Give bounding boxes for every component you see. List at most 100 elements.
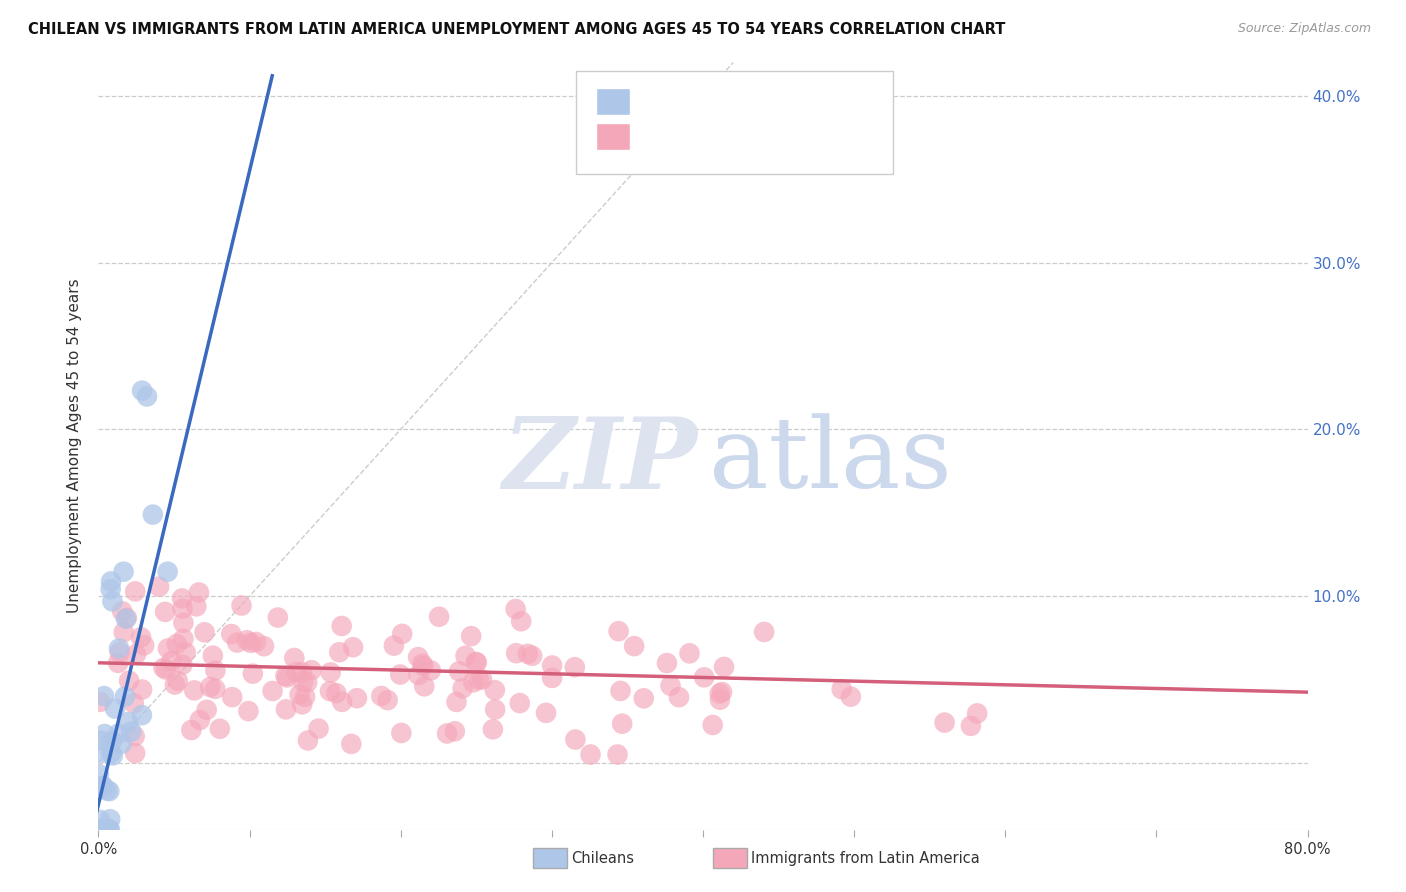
Point (541, 671, 564, 685)
Point (101, 748, 124, 763)
Point (242, 666, 264, 681)
Point (93, 727, 115, 741)
Point (406, 650, 429, 665)
Point (183, 683, 205, 698)
Point (960, 719, 983, 733)
Point (124, 729, 146, 743)
Point (239, 636, 262, 650)
Point (966, 706, 988, 721)
Point (609, 684, 631, 698)
Point (87, 767, 110, 781)
Point (221, 690, 243, 705)
Text: atlas: atlas (709, 414, 952, 509)
Point (463, 675, 485, 690)
Point (124, 746, 146, 760)
Point (267, 610, 290, 624)
Text: ZIP: ZIP (502, 413, 697, 509)
Point (204, 681, 226, 696)
Point (534, 706, 557, 720)
Point (193, 625, 215, 640)
Point (659, 679, 682, 693)
Point (89, 813, 111, 827)
Point (172, 657, 194, 672)
Point (107, 726, 129, 740)
Text: Source: ZipAtlas.com: Source: ZipAtlas.com (1237, 22, 1371, 36)
Point (484, 702, 506, 716)
Point (460, 629, 482, 643)
Point (516, 647, 538, 661)
Point (709, 687, 731, 701)
Point (451, 681, 474, 696)
Point (98, 784, 121, 798)
Point (188, 713, 211, 727)
Point (319, 684, 342, 698)
Point (342, 640, 364, 655)
Point (91, 779, 114, 793)
Point (754, 624, 776, 639)
Point (91, 746, 114, 760)
Point (170, 591, 193, 606)
Point (172, 632, 194, 646)
Point (702, 718, 724, 732)
Text: R =  0.657   N =  38: R = 0.657 N = 38 (637, 94, 792, 108)
Point (564, 660, 586, 674)
Point (328, 645, 350, 659)
Text: CHILEAN VS IMMIGRANTS FROM LATIN AMERICA UNEMPLOYMENT AMONG AGES 45 TO 54 YEARS : CHILEAN VS IMMIGRANTS FROM LATIN AMERICA… (28, 22, 1005, 37)
Point (89, 695, 111, 709)
Point (377, 693, 399, 707)
Point (238, 704, 260, 718)
Point (131, 682, 153, 697)
Point (308, 722, 330, 736)
Point (711, 685, 734, 699)
Point (131, 384, 153, 398)
Point (382, 639, 405, 653)
Point (153, 605, 176, 619)
Point (446, 695, 468, 709)
Point (484, 683, 506, 698)
Point (101, 594, 124, 608)
Point (294, 690, 316, 704)
Point (166, 673, 188, 688)
Point (129, 631, 152, 645)
Point (283, 651, 305, 665)
Point (285, 665, 308, 679)
Point (156, 641, 179, 656)
Point (292, 674, 315, 689)
Point (288, 688, 311, 702)
Point (340, 737, 363, 751)
Point (668, 690, 690, 705)
Point (174, 645, 197, 659)
Point (606, 747, 628, 762)
Point (427, 609, 450, 624)
Point (96, 822, 118, 837)
Point (505, 646, 527, 660)
Point (655, 656, 678, 670)
Point (713, 660, 735, 674)
Point (136, 389, 159, 403)
Point (115, 612, 138, 626)
Point (678, 646, 700, 660)
Point (389, 667, 412, 681)
Point (187, 585, 209, 599)
Point (295, 675, 318, 690)
Point (111, 737, 134, 751)
Point (204, 664, 226, 678)
Point (509, 696, 531, 710)
Point (100, 574, 122, 589)
Point (219, 627, 242, 641)
Point (346, 691, 368, 706)
Point (276, 670, 298, 684)
Point (226, 635, 249, 649)
Point (253, 639, 276, 653)
Point (520, 648, 543, 663)
Point (262, 684, 284, 698)
Point (93, 689, 115, 703)
Point (839, 690, 862, 704)
Point (90, 733, 112, 747)
Point (607, 624, 630, 639)
Point (274, 669, 297, 683)
Point (200, 680, 222, 694)
Point (195, 703, 218, 717)
Point (413, 679, 436, 693)
Y-axis label: Unemployment Among Ages 45 to 54 years: Unemployment Among Ages 45 to 54 years (67, 278, 83, 614)
